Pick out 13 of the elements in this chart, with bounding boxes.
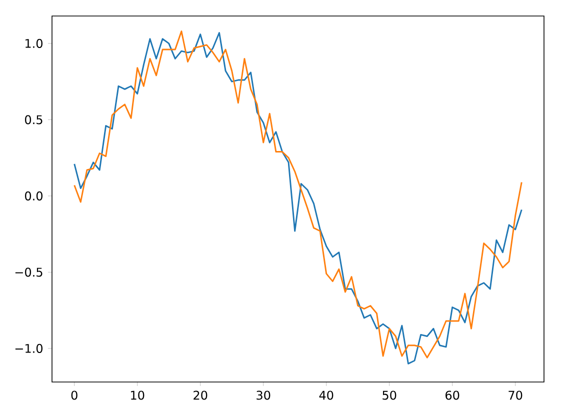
x-tick-label: 60 (446, 390, 460, 400)
y-tick-label: −0.5 (15, 268, 42, 277)
y-tick-label: 0.5 (25, 115, 42, 124)
x-tick-label: 0 (71, 390, 78, 400)
y-tick-label: 0.0 (25, 191, 42, 200)
x-tick-label: 20 (194, 390, 208, 400)
x-tick-label: 50 (382, 390, 396, 400)
x-tick-label: 70 (508, 390, 522, 400)
y-tick-label: 1.0 (26, 38, 42, 48)
y-tick-label: −1.0 (15, 344, 42, 353)
x-tick-label: 10 (131, 390, 144, 400)
x-tick-label: 40 (319, 390, 334, 400)
x-tick-label: 30 (256, 390, 270, 400)
